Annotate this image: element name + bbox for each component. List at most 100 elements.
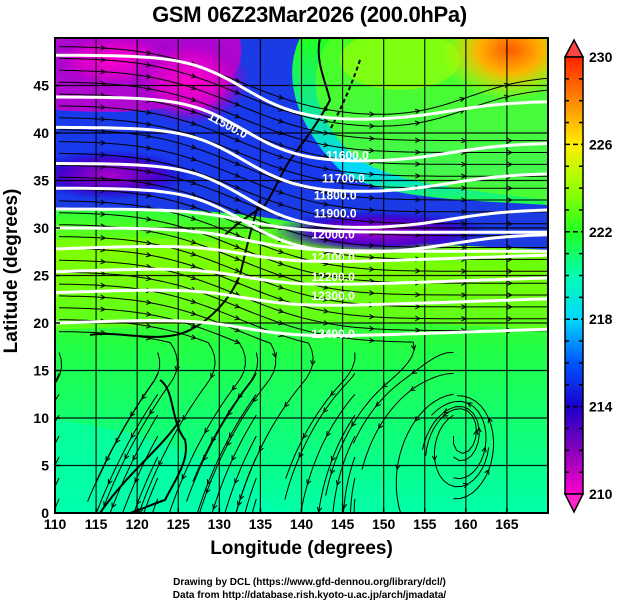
contour-line bbox=[55, 162, 548, 229]
streamline-arrow bbox=[234, 255, 241, 261]
contour-line bbox=[55, 267, 548, 286]
streamline-arrow bbox=[234, 315, 241, 321]
y-tick-label: 35 bbox=[33, 173, 49, 189]
streamline bbox=[55, 394, 60, 402]
contour-label: 12100.0 bbox=[311, 250, 355, 264]
streamline-arrow bbox=[190, 108, 197, 115]
streamline bbox=[55, 477, 60, 489]
streamline bbox=[284, 373, 356, 500]
streamline-arrow bbox=[190, 156, 197, 162]
streamline-arrow bbox=[278, 284, 285, 290]
streamline-arrow bbox=[190, 263, 197, 269]
streamline-arrow bbox=[145, 145, 152, 151]
streamline-arrow bbox=[323, 296, 330, 302]
streamline-arrow bbox=[461, 137, 467, 144]
streamline-arrow bbox=[111, 502, 117, 509]
streamline-arrow bbox=[507, 316, 513, 322]
x-tick-label: 150 bbox=[372, 516, 396, 532]
streamline-arrow bbox=[181, 473, 187, 480]
streamline bbox=[122, 435, 159, 513]
streamline bbox=[59, 295, 277, 513]
streamline-arrow bbox=[100, 270, 107, 277]
streamline-arrow bbox=[326, 431, 332, 438]
streamline-arrow bbox=[473, 429, 479, 436]
streamline-arrow bbox=[369, 207, 375, 213]
streamline bbox=[422, 406, 480, 462]
colorbar-label: 226 bbox=[589, 136, 613, 152]
streamline-arrow bbox=[507, 280, 513, 286]
coastline-kurils bbox=[329, 59, 361, 131]
streamline bbox=[251, 498, 257, 513]
streamline-arrow bbox=[145, 192, 152, 199]
streamline-arrow bbox=[507, 161, 513, 168]
streamline-arrow bbox=[335, 480, 342, 487]
streamline-arrow bbox=[234, 184, 241, 190]
y-tick-label: 20 bbox=[33, 315, 49, 331]
streamline-arrow bbox=[507, 221, 513, 227]
streamline-arrow bbox=[130, 432, 136, 439]
streamline-arrow bbox=[411, 368, 418, 375]
streamline bbox=[55, 498, 60, 510]
streamline-arrow bbox=[190, 275, 197, 281]
streamline-arrow bbox=[507, 268, 513, 275]
x-tick-label: 110 bbox=[44, 516, 67, 532]
streamline-arrow bbox=[461, 268, 467, 274]
streamline-arrow bbox=[100, 199, 107, 206]
streamline-arrow bbox=[323, 308, 330, 314]
streamline-arrow bbox=[100, 282, 107, 289]
streamline-arrow bbox=[369, 337, 375, 344]
streamline-arrow bbox=[507, 185, 513, 191]
streamline-arrow bbox=[323, 177, 330, 184]
streamline bbox=[453, 395, 494, 500]
streamline-arrow bbox=[550, 88, 555, 93]
streamline-arrow bbox=[466, 402, 473, 408]
credit-drawing: Drawing by DCL (https://www.gfd-dennou.o… bbox=[173, 577, 446, 588]
streamline-arrow bbox=[330, 468, 336, 475]
streamline bbox=[55, 435, 60, 445]
streamline bbox=[285, 352, 356, 479]
streamline-arrow bbox=[100, 211, 107, 217]
streamline bbox=[95, 352, 161, 483]
colorbar: 210 214 218 222 226 230 bbox=[563, 38, 613, 514]
streamline-arrow bbox=[100, 80, 107, 87]
streamline-arrow bbox=[278, 153, 285, 160]
streamline bbox=[59, 152, 548, 225]
streamline bbox=[59, 236, 548, 308]
warm-core-orange bbox=[440, 38, 548, 100]
streamline bbox=[59, 176, 548, 248]
contour-line bbox=[55, 244, 548, 263]
streamline-arrow bbox=[395, 464, 401, 471]
contour-label: 12000.0 bbox=[311, 227, 355, 241]
streamline-arrow bbox=[461, 232, 467, 239]
y-tick-label: 15 bbox=[33, 363, 49, 379]
streamline-arrow bbox=[302, 432, 308, 439]
streamline-arrow bbox=[323, 320, 330, 326]
coastlines bbox=[89, 38, 361, 513]
streamline-arrow bbox=[145, 275, 152, 282]
streamline-arrow bbox=[415, 173, 421, 179]
streamline bbox=[55, 352, 63, 385]
contour-label: 11800.0 bbox=[314, 189, 357, 203]
streamline bbox=[361, 372, 454, 470]
contour-label: 12200.0 bbox=[311, 270, 355, 284]
streamline-arrow bbox=[461, 221, 467, 227]
streamline-arrow bbox=[145, 50, 152, 56]
streamline bbox=[59, 69, 548, 142]
streamline bbox=[186, 373, 257, 502]
streamline-arrow bbox=[278, 296, 285, 302]
streamline-arrow bbox=[414, 415, 420, 422]
streamline-arrow bbox=[330, 455, 336, 462]
x-tick-label: 155 bbox=[413, 516, 437, 532]
streamline bbox=[224, 435, 257, 513]
credit-data: Data from http://database.rish.kyoto-u.a… bbox=[172, 590, 447, 601]
streamline-arrow bbox=[190, 334, 197, 340]
field-patch bbox=[340, 38, 460, 90]
streamline bbox=[59, 46, 548, 115]
streamline-arrow bbox=[461, 209, 467, 215]
contour-label: 12300.0 bbox=[311, 289, 355, 303]
streamline-arrow bbox=[278, 142, 285, 148]
streamline-arrow bbox=[503, 82, 510, 88]
colorbar-bottom-arrow bbox=[563, 493, 585, 514]
streamline-arrow bbox=[323, 142, 330, 148]
streamline-arrow bbox=[278, 118, 285, 124]
